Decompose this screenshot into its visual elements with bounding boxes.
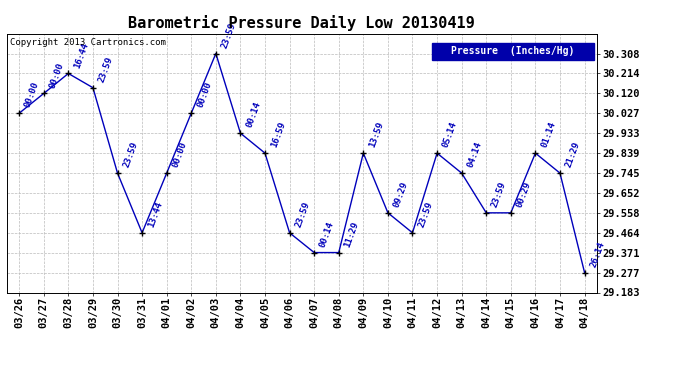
Bar [432,43,594,60]
Text: 13:44: 13:44 [146,200,164,229]
Text: 23:59: 23:59 [121,141,139,169]
Text: 00:00: 00:00 [195,81,213,109]
Text: 16:44: 16:44 [72,41,90,69]
Text: 01:14: 01:14 [540,121,558,149]
Text: 00:14: 00:14 [318,220,336,248]
Text: 04:14: 04:14 [466,141,484,169]
Text: 21:29: 21:29 [564,141,582,169]
Text: Pressure  (Inches/Hg): Pressure (Inches/Hg) [451,46,575,56]
Text: 00:00: 00:00 [171,141,188,169]
Text: 16:59: 16:59 [269,121,287,149]
Title: Barometric Pressure Daily Low 20130419: Barometric Pressure Daily Low 20130419 [128,15,475,31]
Text: 05:14: 05:14 [441,121,459,149]
Text: 26:14: 26:14 [589,240,607,268]
Text: 00:14: 00:14 [244,100,262,129]
Text: 00:29: 00:29 [515,180,533,209]
Text: 13:59: 13:59 [368,121,385,149]
Text: 23:59: 23:59 [417,200,434,229]
Text: 23:59: 23:59 [220,21,237,50]
Text: 09:29: 09:29 [392,180,410,209]
Text: 23:59: 23:59 [97,55,115,84]
Text: 23:59: 23:59 [491,180,508,209]
Text: 23:59: 23:59 [294,200,311,229]
Text: 11:29: 11:29 [343,220,361,248]
Text: Copyright 2013 Cartronics.com: Copyright 2013 Cartronics.com [10,38,166,46]
Text: 00:00: 00:00 [23,81,41,109]
Text: 00:00: 00:00 [48,61,66,89]
